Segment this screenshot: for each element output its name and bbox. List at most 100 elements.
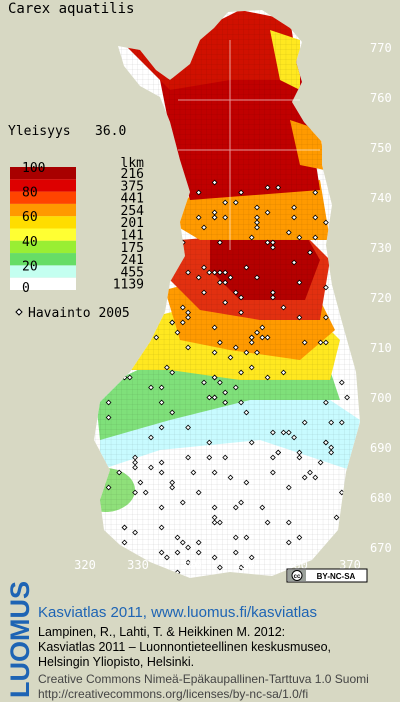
observation-marker <box>275 184 282 191</box>
observation-marker <box>164 274 170 281</box>
observation-marker <box>232 289 239 296</box>
observation-marker <box>307 249 313 256</box>
observation-marker <box>222 299 229 306</box>
observation-marker <box>100 474 107 481</box>
observation-marker <box>105 399 112 406</box>
observation-marker <box>243 409 250 416</box>
species-title: Carex aquatilis <box>8 1 134 17</box>
observation-marker <box>142 179 149 186</box>
observation-symbol <box>15 308 23 316</box>
observation-marker <box>338 419 345 426</box>
legend-scale-label: 60 <box>22 210 38 225</box>
y-coordinate-label: 700 <box>370 391 392 405</box>
observation-marker <box>222 399 229 406</box>
frequency-label: Yleisyys <box>8 124 71 139</box>
observation-marker <box>238 564 244 571</box>
observation-marker <box>169 369 176 376</box>
observation-marker <box>238 369 244 376</box>
observation-marker <box>158 524 165 531</box>
observation-marker <box>217 519 223 526</box>
observation-marker <box>259 504 266 511</box>
observation-marker <box>211 214 218 221</box>
observation-marker <box>243 264 250 271</box>
observation-marker <box>238 294 244 301</box>
observation-marker <box>217 564 223 571</box>
observation-marker <box>285 484 292 491</box>
observation-marker <box>105 239 112 246</box>
observation-marker <box>111 324 117 331</box>
citation-line: Kasviatlas 2011 – Luonnontieteellinen ke… <box>38 640 331 654</box>
observation-marker <box>206 439 213 446</box>
observation-marker <box>243 534 250 541</box>
legend-count: 141 <box>121 229 144 244</box>
observation-marker <box>222 199 229 206</box>
observation-marker <box>323 439 329 446</box>
observation-marker <box>211 179 218 186</box>
observation-marker <box>296 279 303 286</box>
observation-marker <box>232 344 239 351</box>
observation-marker <box>323 339 329 346</box>
observation-marker <box>132 304 138 311</box>
legend-count-header: lkm <box>121 156 145 171</box>
observation-marker <box>296 234 303 241</box>
license-line: Creative Commons Nimeä-Epäkaupallinen-Ta… <box>38 672 369 686</box>
observation-marker <box>323 314 329 321</box>
observation-marker <box>243 349 250 356</box>
observation-label: Havainto 2005 <box>28 306 130 321</box>
observation-marker <box>323 549 329 556</box>
observation-marker <box>227 474 234 481</box>
observation-marker <box>158 249 165 256</box>
observation-marker <box>206 269 213 276</box>
legend-count: 1139 <box>113 278 144 293</box>
legend-count: 441 <box>121 192 144 207</box>
observation-marker <box>132 529 138 536</box>
observation-marker <box>164 554 170 561</box>
observation-marker <box>301 419 308 426</box>
y-coordinate-label: 750 <box>370 141 392 155</box>
observation-marker <box>211 394 218 401</box>
observation-marker <box>121 524 128 531</box>
observation-marker <box>301 474 308 481</box>
observation-marker <box>222 214 229 221</box>
observation-marker <box>270 429 276 436</box>
observation-marker <box>227 354 234 361</box>
observation-marker <box>185 454 191 461</box>
observation-marker <box>222 454 229 461</box>
observation-marker <box>323 219 329 226</box>
observation-marker <box>111 329 117 336</box>
observation-marker <box>333 514 340 521</box>
observation-marker <box>328 444 335 451</box>
observation-marker <box>174 534 181 541</box>
observation-marker <box>179 189 186 196</box>
observation-marker <box>132 464 138 471</box>
finland-map <box>94 10 360 578</box>
legend-swatch <box>10 240 76 254</box>
cc-icon: cc <box>294 574 301 580</box>
observation-marker <box>164 364 170 371</box>
legend-count: 254 <box>121 204 145 219</box>
legend-swatch <box>10 228 76 241</box>
observation-marker <box>132 489 138 496</box>
map-lines <box>178 40 320 250</box>
observation-marker <box>270 294 276 301</box>
observation-marker <box>153 334 160 341</box>
observation-marker <box>264 209 271 216</box>
observation-marker <box>217 339 223 346</box>
legend-count: 201 <box>121 216 144 231</box>
observation-marker <box>148 464 154 471</box>
observation-marker <box>211 519 218 526</box>
observation-marker <box>201 264 207 271</box>
observation-marker <box>238 309 244 316</box>
observation-marker <box>270 454 276 461</box>
observation-marker <box>185 314 191 321</box>
coordinate-labels: 770 760 750 740 730 720 710 700 690 680 670 320 330 3… <box>74 41 392 572</box>
observation-marker <box>217 269 223 276</box>
observation-marker <box>307 469 313 476</box>
observation-marker <box>248 339 255 346</box>
observation-marker <box>105 484 112 491</box>
observation-marker <box>195 274 202 281</box>
observation-marker <box>222 389 229 396</box>
observation-marker <box>232 534 239 541</box>
observation-marker <box>142 489 149 496</box>
